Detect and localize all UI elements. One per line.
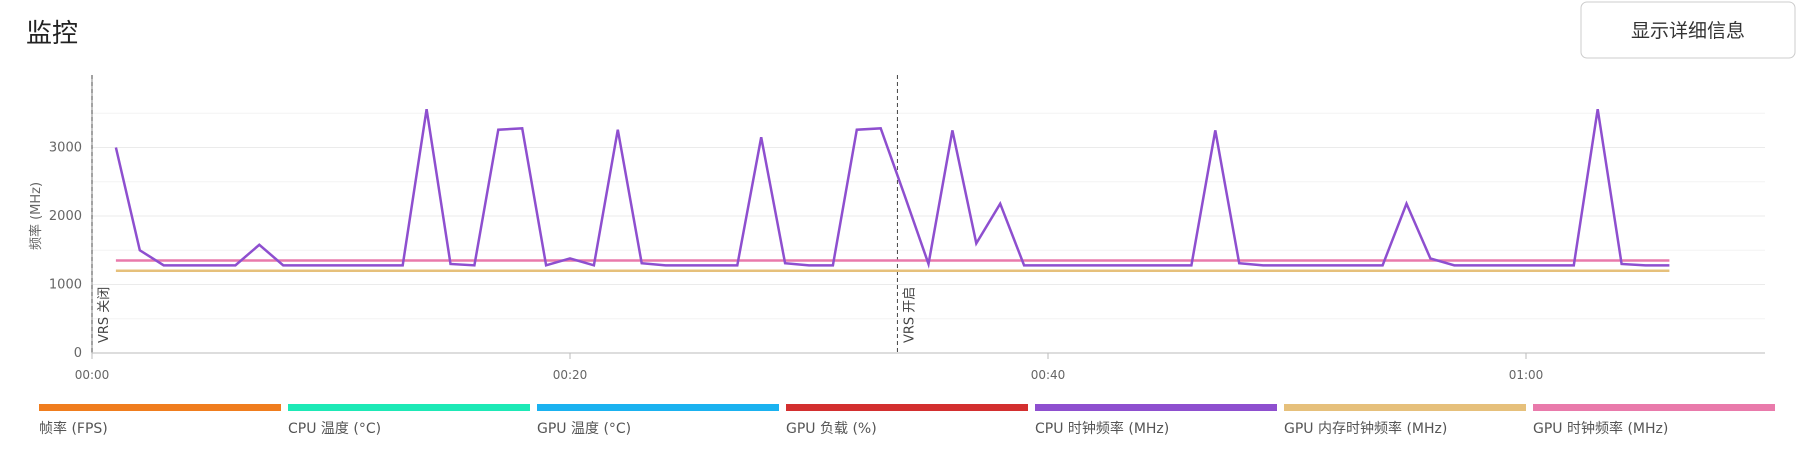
y-tick-label: 1000 bbox=[49, 278, 82, 293]
legend-label: CPU 温度 (°C) bbox=[288, 421, 381, 437]
y-tick-label: 0 bbox=[74, 346, 82, 361]
legend-label: GPU 内存时钟频率 (MHz) bbox=[1284, 420, 1447, 437]
y-axis-label: 频率 (MHz) bbox=[28, 182, 44, 250]
legend-swatch bbox=[1533, 404, 1775, 411]
y-tick-label: 3000 bbox=[49, 141, 82, 156]
x-tick-label: 01:00 bbox=[1509, 368, 1544, 382]
details-button-label[interactable]: 显示详细信息 bbox=[1631, 20, 1745, 42]
legend-label: 帧率 (FPS) bbox=[39, 420, 108, 437]
legend-swatch bbox=[288, 404, 530, 411]
page-title: 监控 bbox=[26, 19, 78, 49]
legend-label: GPU 时钟频率 (MHz) bbox=[1533, 420, 1668, 437]
legend-swatch bbox=[786, 404, 1028, 411]
annotation-label: VRS 关闭 bbox=[97, 287, 112, 343]
legend-swatch bbox=[1284, 404, 1526, 411]
x-tick-label: 00:40 bbox=[1031, 368, 1066, 382]
legend-swatch bbox=[1035, 404, 1277, 411]
legend-label: CPU 时钟频率 (MHz) bbox=[1035, 420, 1169, 437]
annotation-label: VRS 开启 bbox=[902, 287, 917, 343]
legend-swatch bbox=[39, 404, 281, 411]
y-tick-label: 2000 bbox=[49, 209, 82, 224]
details-button[interactable] bbox=[1580, 1, 1796, 59]
legend-label: GPU 负载 (%) bbox=[786, 421, 877, 437]
x-tick-label: 00:20 bbox=[553, 368, 588, 382]
series-line bbox=[114, 108, 1670, 269]
legend-swatch bbox=[537, 404, 779, 411]
x-tick-label: 00:00 bbox=[75, 368, 110, 382]
legend-label: GPU 温度 (°C) bbox=[537, 421, 631, 437]
